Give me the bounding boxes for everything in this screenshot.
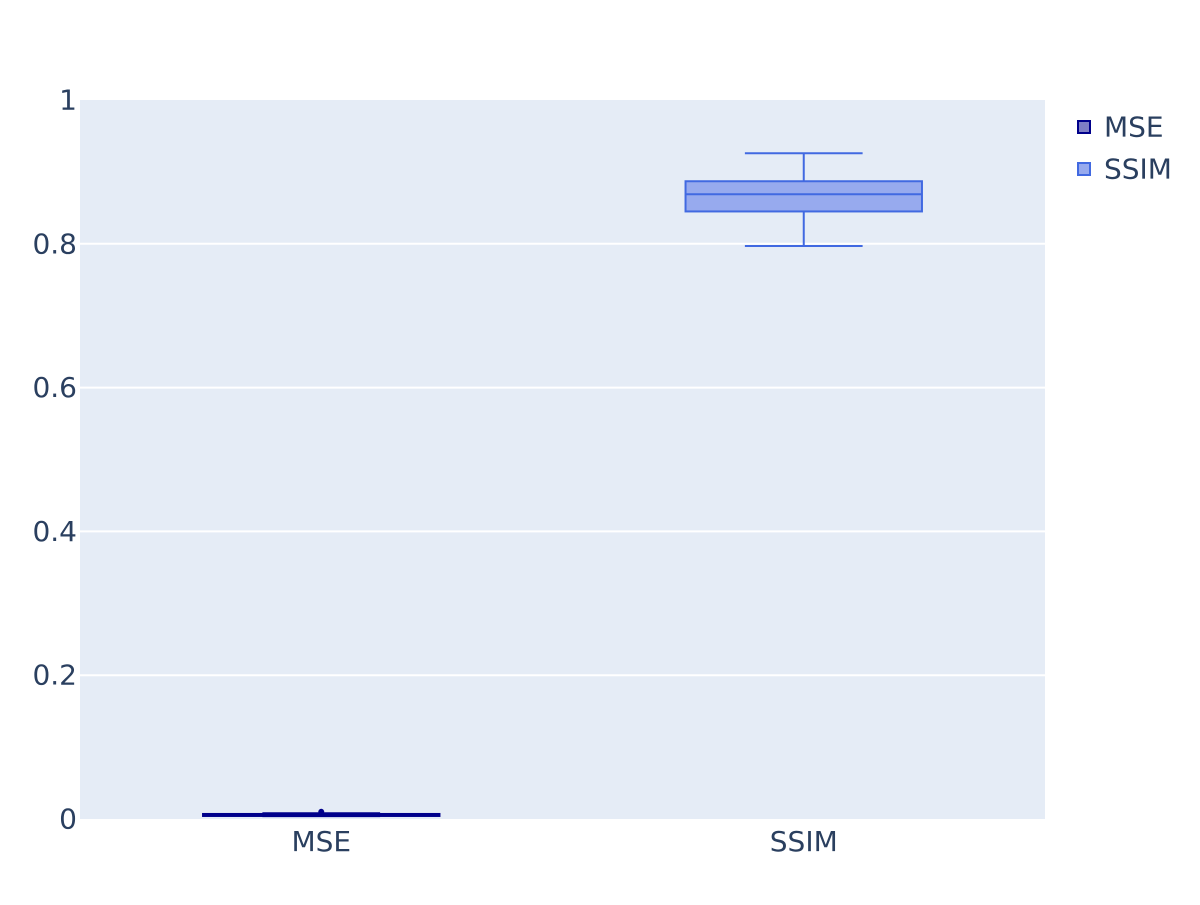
x-axis-ticks: MSE SSIM — [291, 825, 837, 858]
y-tick-label: 1 — [59, 84, 77, 117]
x-tick-label-ssim: SSIM — [770, 825, 838, 858]
y-tick-label: 0.4 — [32, 515, 77, 548]
legend-label: MSE — [1104, 111, 1164, 144]
legend-item-ssim[interactable]: SSIM — [1077, 153, 1172, 186]
boxes — [202, 152, 923, 818]
box-ssim[interactable] — [684, 152, 923, 247]
box-mse[interactable] — [202, 808, 441, 818]
iqr-box — [684, 180, 923, 213]
legend-label: SSIM — [1104, 153, 1172, 186]
x-tick-label-mse: MSE — [291, 825, 351, 858]
y-tick-label: 0.2 — [32, 659, 77, 692]
y-tick-label: 0 — [59, 803, 77, 836]
y-axis-ticks: 0 0.2 0.4 0.6 0.8 1 — [32, 84, 77, 836]
outlier-point — [318, 808, 325, 815]
legend[interactable]: MSE SSIM — [1077, 111, 1172, 186]
y-tick-label: 0.8 — [32, 227, 77, 260]
gridlines — [80, 242, 1045, 677]
plot-area — [80, 100, 1045, 819]
y-tick-label: 0.6 — [32, 371, 77, 404]
legend-item-mse[interactable]: MSE — [1077, 111, 1164, 144]
legend-swatch — [1077, 162, 1091, 176]
legend-swatch — [1077, 120, 1091, 134]
